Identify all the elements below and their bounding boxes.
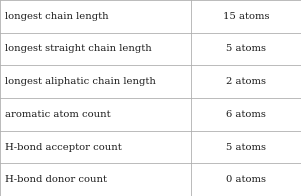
Text: 5 atoms: 5 atoms (226, 142, 266, 152)
Text: 15 atoms: 15 atoms (223, 12, 269, 21)
Text: aromatic atom count: aromatic atom count (5, 110, 111, 119)
Text: H-bond donor count: H-bond donor count (5, 175, 107, 184)
Text: 5 atoms: 5 atoms (226, 44, 266, 54)
Text: 6 atoms: 6 atoms (226, 110, 266, 119)
Text: 0 atoms: 0 atoms (226, 175, 266, 184)
Text: H-bond acceptor count: H-bond acceptor count (5, 142, 122, 152)
Text: longest straight chain length: longest straight chain length (5, 44, 152, 54)
Text: 2 atoms: 2 atoms (226, 77, 266, 86)
Text: longest chain length: longest chain length (5, 12, 109, 21)
Text: longest aliphatic chain length: longest aliphatic chain length (5, 77, 156, 86)
